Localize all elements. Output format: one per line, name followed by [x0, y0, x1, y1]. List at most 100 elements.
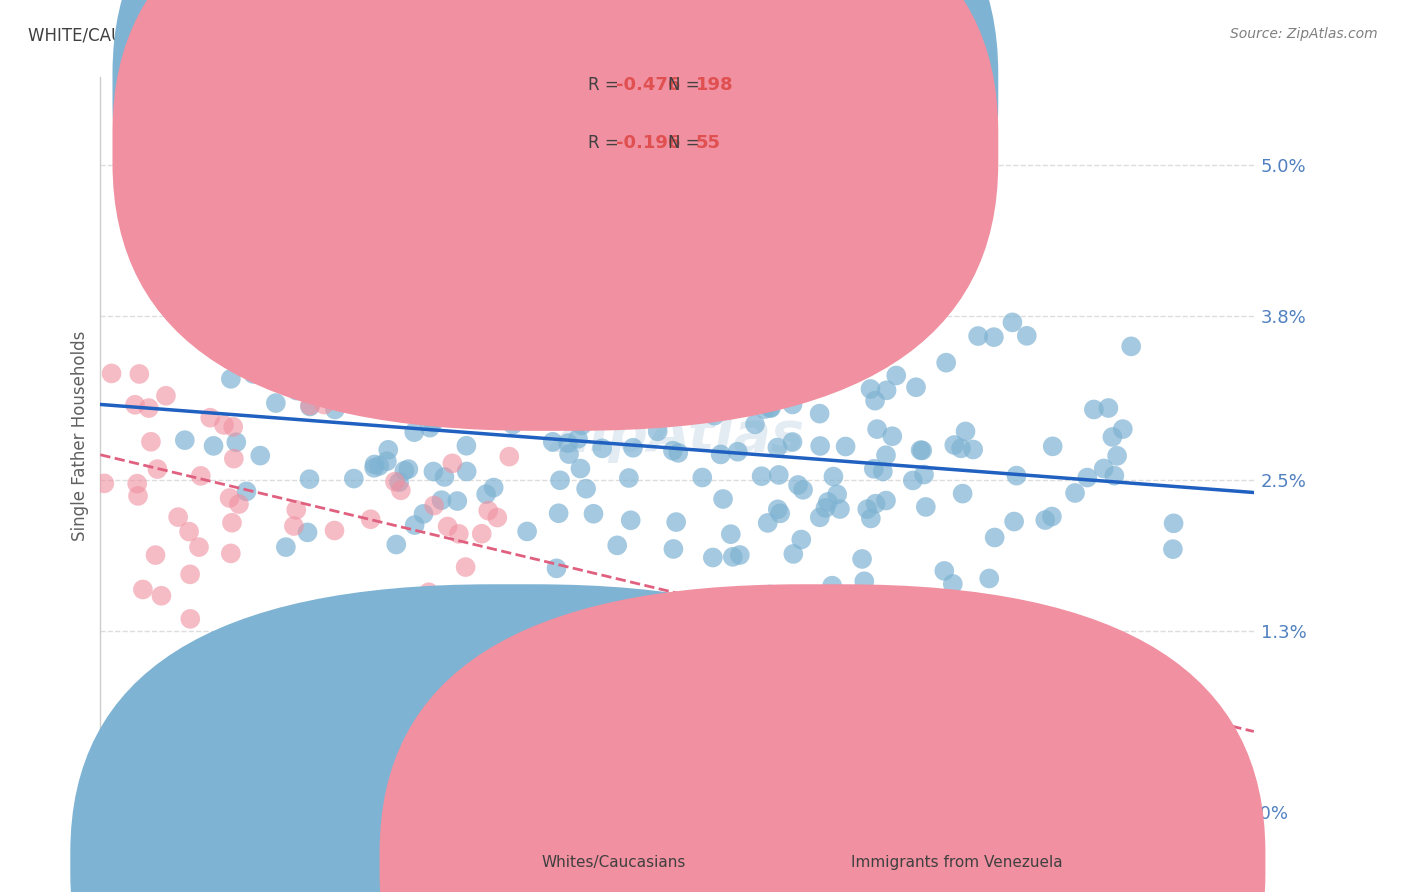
Point: [285, 503, 308, 517]
Point: [605, 385, 627, 400]
Point: [943, 438, 966, 452]
Point: [631, 392, 654, 406]
Point: [422, 416, 444, 430]
Point: [299, 399, 322, 413]
Point: [228, 497, 250, 511]
Point: [690, 470, 713, 484]
Point: [124, 398, 146, 412]
Point: [733, 327, 755, 342]
Point: [436, 519, 458, 533]
Point: [1002, 515, 1025, 529]
Point: [582, 507, 605, 521]
Point: [1076, 470, 1098, 484]
Point: [914, 500, 936, 514]
Point: [983, 330, 1005, 344]
Point: [1107, 449, 1129, 463]
Point: [571, 418, 593, 433]
Point: [825, 487, 848, 501]
Point: [828, 502, 851, 516]
Point: [515, 383, 537, 397]
Point: [834, 337, 856, 351]
Point: [591, 442, 613, 456]
Point: [1092, 461, 1115, 475]
Point: [173, 433, 195, 447]
Point: [1097, 401, 1119, 415]
Point: [325, 339, 347, 353]
Point: [363, 460, 385, 475]
Point: [866, 422, 889, 436]
Point: [606, 538, 628, 552]
Point: [297, 525, 319, 540]
Point: [967, 329, 990, 343]
Point: [1121, 339, 1143, 353]
Point: [744, 417, 766, 432]
Point: [207, 637, 229, 651]
Text: N =: N =: [668, 134, 704, 152]
Point: [1064, 486, 1087, 500]
Point: [942, 577, 965, 591]
Point: [222, 420, 245, 434]
Point: [665, 515, 688, 529]
Point: [274, 540, 297, 554]
Point: [575, 482, 598, 496]
Point: [367, 310, 389, 324]
Point: [859, 382, 882, 396]
Point: [323, 524, 346, 538]
Point: [188, 540, 211, 554]
Point: [586, 366, 609, 380]
Point: [935, 356, 957, 370]
Point: [1015, 328, 1038, 343]
Point: [875, 448, 897, 462]
Point: [1163, 516, 1185, 531]
Point: [412, 507, 434, 521]
Point: [710, 367, 733, 381]
Point: [1083, 402, 1105, 417]
Point: [298, 472, 321, 486]
Point: [621, 441, 644, 455]
Point: [323, 342, 346, 356]
Point: [540, 411, 562, 425]
Point: [910, 443, 932, 458]
Text: Immigrants from Venezuela: Immigrants from Venezuela: [851, 855, 1063, 870]
Point: [343, 472, 366, 486]
Point: [456, 439, 478, 453]
Point: [564, 356, 586, 370]
Point: [242, 367, 264, 381]
Point: [808, 439, 831, 453]
Point: [834, 440, 856, 454]
Point: [756, 516, 779, 530]
Text: WHITE/CAUCASIAN VS IMMIGRANTS FROM VENEZUELA SINGLE FATHER HOUSEHOLDS CORRELATIO: WHITE/CAUCASIAN VS IMMIGRANTS FROM VENEZ…: [28, 27, 924, 45]
Point: [720, 527, 742, 541]
Point: [582, 351, 605, 366]
Point: [766, 502, 789, 516]
Point: [950, 442, 973, 456]
Point: [202, 439, 225, 453]
Point: [792, 483, 814, 497]
Point: [200, 410, 222, 425]
Point: [498, 450, 520, 464]
Point: [728, 336, 751, 351]
Point: [710, 447, 733, 461]
Point: [568, 353, 591, 368]
Point: [727, 444, 749, 458]
Point: [377, 442, 399, 457]
Point: [759, 401, 782, 415]
Point: [396, 462, 419, 476]
Point: [394, 464, 416, 478]
Point: [721, 364, 744, 378]
Point: [401, 371, 423, 385]
Point: [100, 367, 122, 381]
Point: [537, 381, 560, 395]
Point: [501, 623, 523, 637]
Point: [212, 417, 235, 432]
Point: [404, 425, 426, 439]
Point: [569, 461, 592, 475]
Point: [823, 469, 845, 483]
Point: [475, 487, 498, 501]
Point: [787, 478, 810, 492]
Point: [782, 397, 804, 411]
Point: [285, 384, 308, 398]
Point: [389, 483, 412, 498]
Point: [530, 588, 553, 602]
Point: [666, 446, 689, 460]
